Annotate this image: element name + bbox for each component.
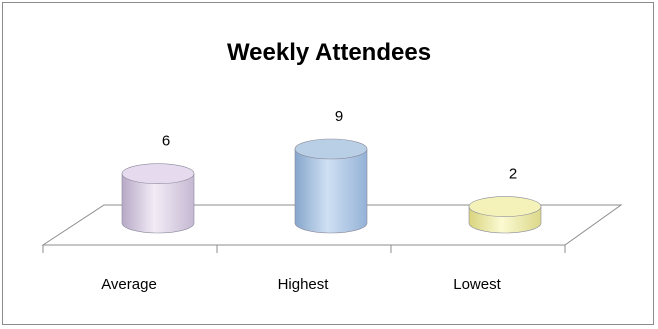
- bar-top-cap: [468, 196, 542, 217]
- bar-top-cap: [294, 138, 368, 160]
- data-label-group: 6 9 2: [162, 108, 517, 183]
- bar-top-cap: [121, 163, 195, 184]
- bar-body: [121, 173, 195, 234]
- chart-title: Weekly Attendees: [227, 39, 431, 66]
- data-label: 6: [162, 133, 170, 150]
- category-tick-label: Average: [101, 276, 157, 293]
- bar-body: [294, 148, 368, 234]
- bar-average: [121, 163, 195, 234]
- category-tick-label: Highest: [278, 276, 330, 293]
- category-tick-label: Lowest: [453, 276, 501, 293]
- bar-lowest: [468, 196, 542, 234]
- category-tick-group: Average Highest Lowest: [101, 276, 501, 293]
- bar-highest: [294, 138, 368, 234]
- floor-ticks: [42, 245, 566, 253]
- bar-group: [121, 138, 542, 234]
- data-label: 9: [335, 108, 343, 125]
- data-label: 2: [509, 166, 517, 183]
